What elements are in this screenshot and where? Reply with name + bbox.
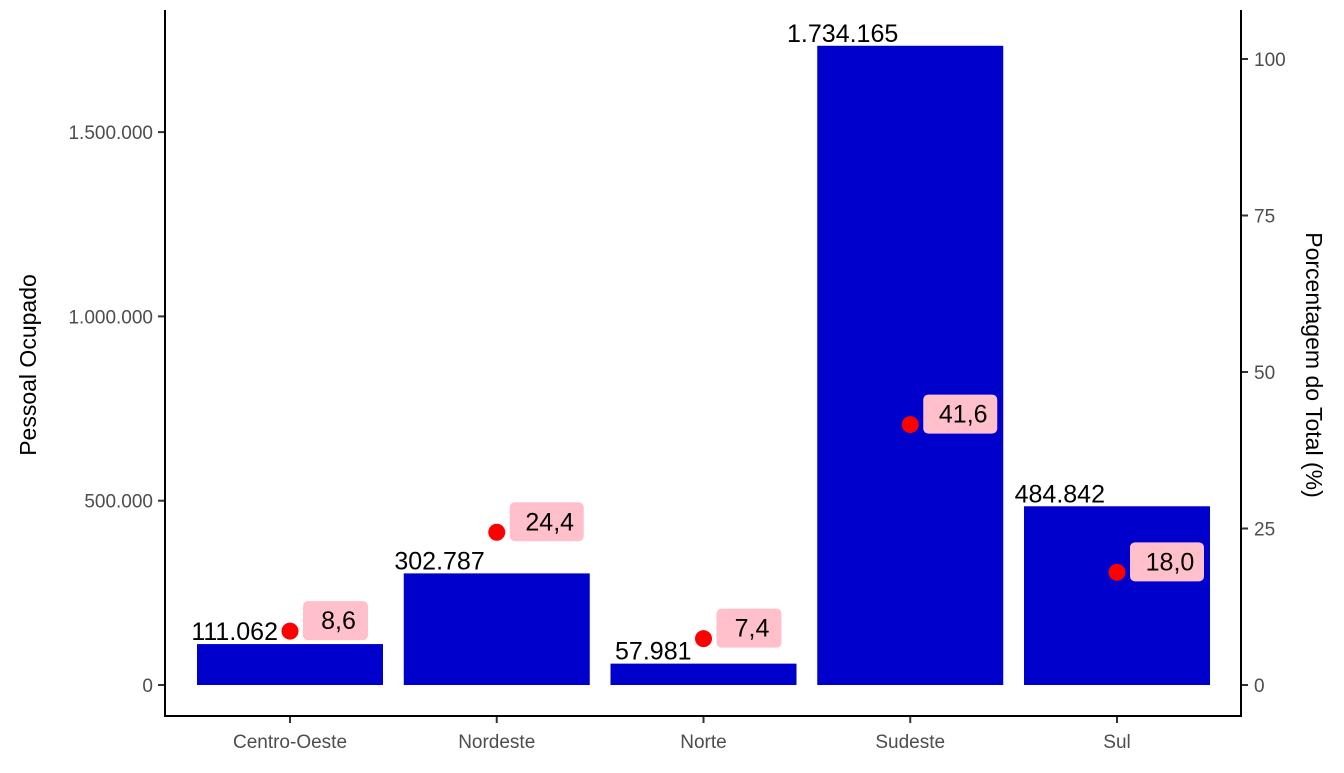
percent-label-box: [716, 608, 782, 648]
bar-value-label: 111.062: [191, 618, 278, 646]
bar-value-label: 302.787: [394, 547, 484, 575]
percent-label: 8,6: [321, 607, 356, 635]
percent-label-box: [923, 394, 998, 434]
percent-point: [695, 630, 712, 648]
y2-tick-label: 0: [1254, 676, 1265, 697]
y2-tick-label: 100: [1254, 50, 1286, 71]
percent-point: [488, 523, 506, 541]
y-tick-label: 500.000: [84, 492, 153, 513]
percent-label: 7,4: [735, 615, 770, 643]
percent-label: 18,0: [1146, 548, 1195, 576]
bar-value-label: 1.734.165: [787, 20, 898, 48]
percent-label-box: [509, 502, 584, 542]
percent-label: 41,6: [939, 401, 988, 429]
y-tick-label: 1.500.000: [68, 123, 153, 144]
y2-axis-title: Porcentagem do Total (%): [1301, 232, 1327, 498]
percent-label: 24,4: [525, 508, 574, 536]
x-tick-label: Norte: [680, 732, 726, 753]
y2-tick-label: 25: [1254, 520, 1275, 541]
y-tick-label: 1.000.000: [68, 307, 153, 328]
x-tick-label: Sudeste: [875, 732, 945, 753]
bar: [817, 45, 1004, 685]
bar: [403, 573, 590, 685]
x-tick-label: Sul: [1103, 732, 1130, 753]
y2-tick-label: 50: [1254, 363, 1275, 384]
bar-value-label: 57.981: [615, 638, 691, 666]
percent-point: [1108, 563, 1126, 581]
y-tick-label: 0: [142, 676, 153, 697]
percent-label-box: [1130, 542, 1204, 582]
percent-point: [281, 622, 299, 640]
x-tick-label: Nordeste: [458, 732, 535, 753]
x-tick-label: Centro-Oeste: [233, 732, 347, 753]
percent-point: [901, 416, 919, 434]
percent-label-box: [303, 601, 368, 641]
bar: [197, 644, 383, 685]
bar: [1024, 506, 1210, 685]
y-axis-title: Pessoal Ocupado: [15, 274, 41, 456]
bar: [610, 663, 797, 685]
y2-tick-label: 75: [1254, 207, 1275, 228]
bar-value-label: 484.842: [1015, 480, 1105, 508]
